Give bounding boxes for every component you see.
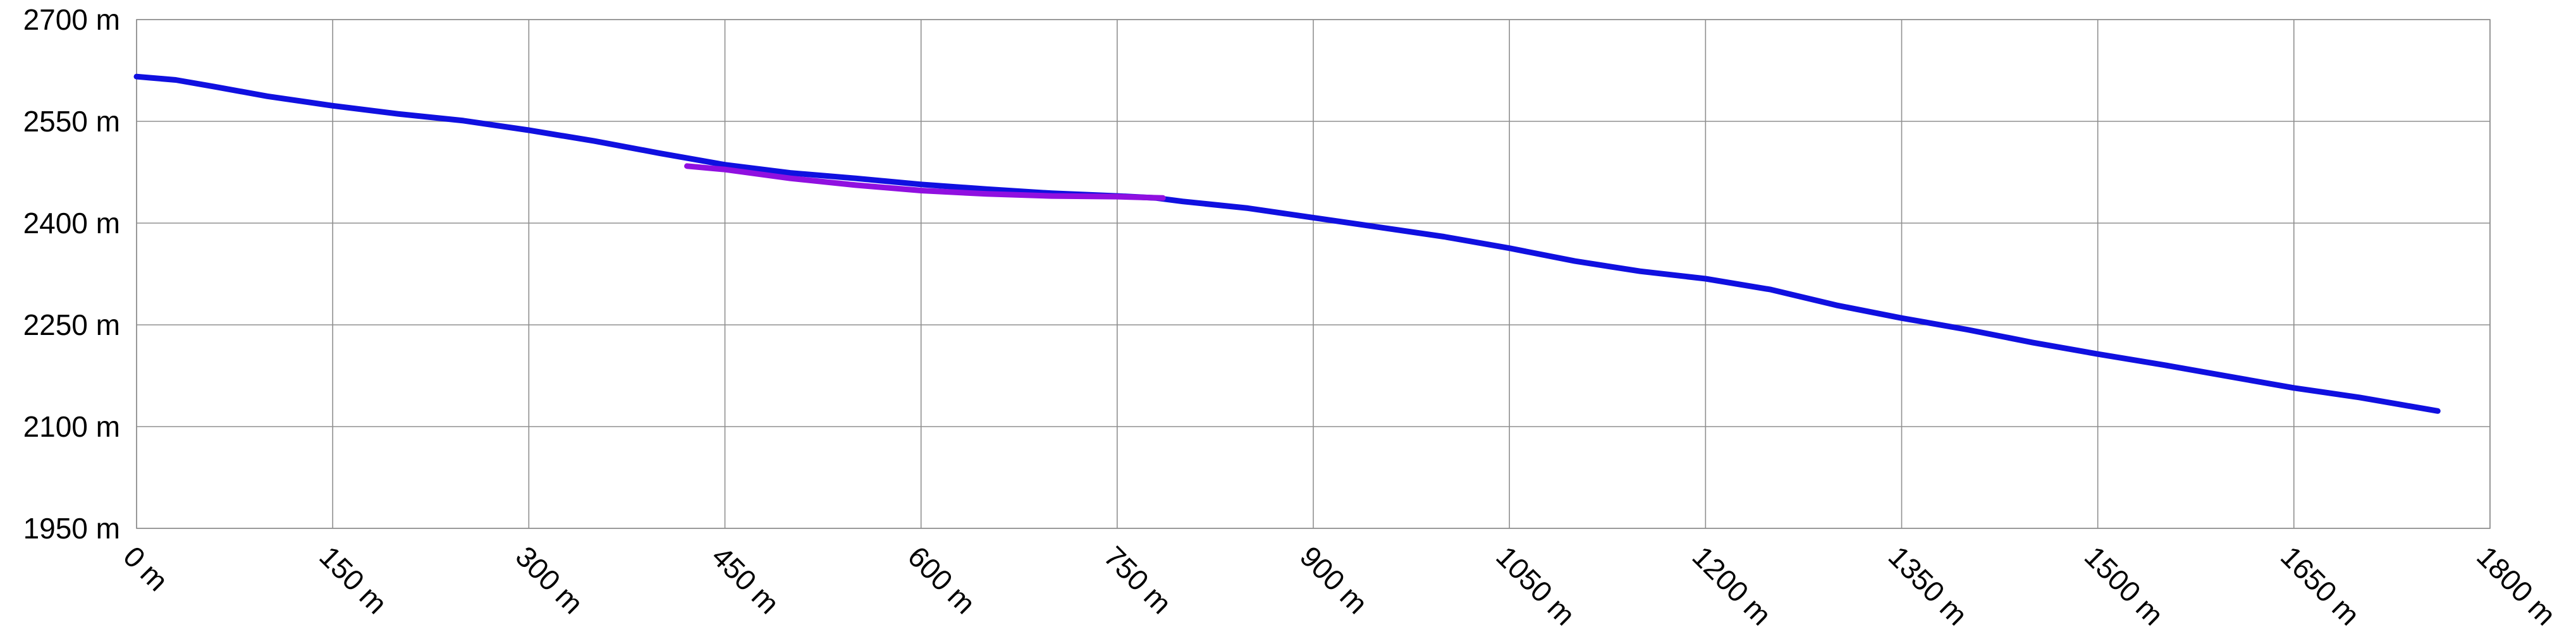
y-tick-label: 1950 m: [23, 512, 120, 545]
x-tick-label: 150 m: [313, 540, 393, 620]
x-tick-label: 0 m: [117, 540, 175, 597]
grid-layer: [136, 19, 2491, 529]
y-tick-label: 2100 m: [23, 410, 120, 443]
series-layer: [133, 73, 2441, 414]
x-tick-label: 1050 m: [1490, 540, 1581, 631]
x-tick-label: 1200 m: [1686, 540, 1778, 631]
x-axis-tick-labels: 0 m 150 m 300 m 450 m 600 m 750 m 900 m 1050 m 1…: [117, 540, 2562, 631]
x-tick-label: 300 m: [510, 540, 590, 620]
elevation-line-2: [684, 163, 1166, 201]
x-tick-label: 1800 m: [2470, 540, 2562, 631]
x-tick-label: 750 m: [1098, 540, 1178, 620]
x-tick-label: 1650 m: [2274, 540, 2366, 631]
x-tick-label: 1500 m: [2078, 540, 2170, 631]
elevation-line-1: [133, 73, 2441, 414]
plot-frame: [136, 19, 2491, 529]
x-tick-label: 900 m: [1294, 540, 1374, 620]
x-tick-label: 450 m: [706, 540, 786, 620]
x-tick-label: 600 m: [902, 540, 982, 620]
y-tick-label: 2700 m: [23, 3, 120, 36]
x-tick-label: 1350 m: [1882, 540, 1974, 631]
y-tick-label: 2400 m: [23, 207, 120, 240]
y-axis-tick-labels: 1950 m 2100 m 2250 m 2400 m 2550 m 2700 m: [23, 3, 120, 545]
y-tick-label: 2550 m: [23, 105, 120, 138]
y-tick-label: 2250 m: [23, 308, 120, 341]
